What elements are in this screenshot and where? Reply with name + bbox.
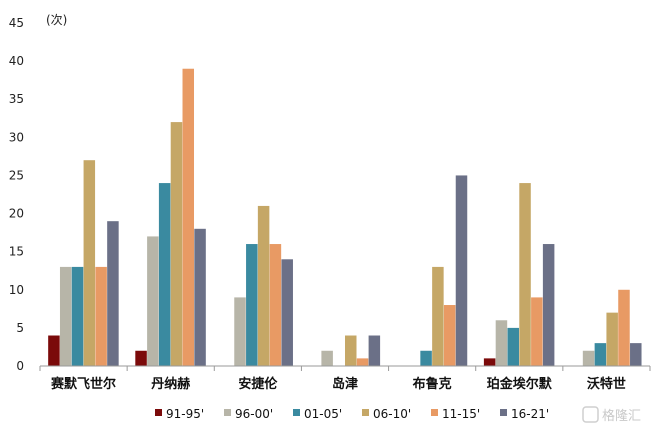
y-tick-label: 20 <box>9 207 24 221</box>
bar <box>321 350 333 366</box>
y-tick: 40 <box>9 54 24 68</box>
category-label: 赛默飞世尔 <box>50 376 116 392</box>
y-tick: 0 <box>16 359 24 373</box>
legend-label: 06-10' <box>373 407 411 421</box>
bar <box>170 122 183 366</box>
bar <box>594 343 607 366</box>
y-tick: 45 <box>9 16 24 30</box>
y-tick: 5 <box>16 321 24 335</box>
watermark-logo-icon <box>582 406 599 423</box>
bar <box>483 358 496 366</box>
bar <box>107 221 119 366</box>
bar <box>420 350 432 366</box>
category-label: 安捷伦 <box>238 376 278 392</box>
legend: 91-95' 96-00' 01-05' 06-10' 11-15' 16-21' <box>155 407 549 421</box>
category-label: 珀金埃尔默 <box>487 376 553 392</box>
y-axis-unit-label: (次) <box>46 13 67 27</box>
y-tick-label: 5 <box>16 321 24 335</box>
y-tick: 20 <box>9 207 24 221</box>
series-5 <box>107 175 642 366</box>
bars <box>48 68 642 366</box>
y-tick-label: 30 <box>9 130 24 144</box>
category-label: 布鲁克 <box>413 376 452 392</box>
bar <box>618 289 630 366</box>
bar <box>48 335 60 366</box>
bar <box>531 297 543 366</box>
y-tick: 15 <box>9 245 24 259</box>
legend-label: 01-05' <box>304 407 342 421</box>
bar <box>269 244 282 366</box>
bar <box>455 175 468 366</box>
y-tick-label: 45 <box>9 16 24 30</box>
y-tick-label: 35 <box>9 92 24 106</box>
bar <box>542 244 555 366</box>
bar <box>71 266 84 366</box>
y-tick-label: 25 <box>9 168 24 182</box>
series-1 <box>59 236 595 366</box>
series-2 <box>71 183 607 366</box>
bar <box>432 266 444 366</box>
y-tick-label: 0 <box>16 359 24 373</box>
legend-item: 01-05' <box>293 407 342 421</box>
legend-item: 11-15' <box>431 407 480 421</box>
bar <box>443 305 456 366</box>
bar <box>246 244 258 366</box>
legend-label: 91-95' <box>166 407 204 421</box>
series-0 <box>48 335 496 366</box>
category-label: 沃特世 <box>587 376 626 392</box>
category-labels: 赛默飞世尔 丹纳赫 安捷伦 岛津 布鲁克 珀金埃尔默 沃特世 <box>50 376 626 392</box>
legend-item: 16-21' <box>500 407 549 421</box>
legend-swatch <box>500 409 507 416</box>
legend-swatch <box>224 409 231 416</box>
bar <box>345 335 357 366</box>
legend-item: 06-10' <box>362 407 411 421</box>
bar <box>281 259 293 366</box>
y-tick: 35 <box>9 92 24 106</box>
series-4 <box>95 68 630 366</box>
bar <box>582 350 595 366</box>
bar <box>495 320 508 366</box>
bar <box>182 68 195 366</box>
legend-swatch <box>431 409 438 416</box>
legend-swatch <box>293 409 300 416</box>
legend-label: 11-15' <box>442 407 480 421</box>
y-tick-label: 10 <box>9 283 24 297</box>
bar <box>147 236 159 366</box>
y-tick: 10 <box>9 283 24 297</box>
watermark-text: 格隆汇 <box>602 408 641 424</box>
series-3 <box>83 122 618 366</box>
bar <box>158 183 171 366</box>
y-tick-label: 40 <box>9 54 24 68</box>
legend-swatch <box>362 409 369 416</box>
bar <box>135 350 147 366</box>
bar <box>606 312 618 366</box>
x-axis-ticks <box>39 366 651 371</box>
y-tick: 30 <box>9 130 24 144</box>
y-tick-label: 15 <box>9 245 24 259</box>
y-tick: 25 <box>9 168 24 182</box>
legend-item: 96-00' <box>224 407 273 421</box>
watermark: 格隆汇 <box>582 406 641 424</box>
legend-swatch <box>155 409 162 416</box>
legend-label: 16-21' <box>511 407 549 421</box>
bar <box>507 327 519 366</box>
bar <box>83 160 96 366</box>
legend-item: 91-95' <box>155 407 204 421</box>
bar <box>630 343 642 366</box>
y-axis-ticks: 0 5 10 15 20 25 30 35 40 45 <box>9 16 24 373</box>
category-label: 丹纳赫 <box>151 376 190 392</box>
bar <box>194 228 206 366</box>
bar <box>59 266 72 366</box>
bar <box>257 205 270 366</box>
bar <box>95 266 107 366</box>
legend-label: 96-00' <box>235 407 273 421</box>
bar <box>368 335 381 366</box>
category-label: 岛津 <box>332 376 358 392</box>
bar <box>356 358 369 366</box>
bar <box>234 297 246 366</box>
bar <box>519 183 531 366</box>
